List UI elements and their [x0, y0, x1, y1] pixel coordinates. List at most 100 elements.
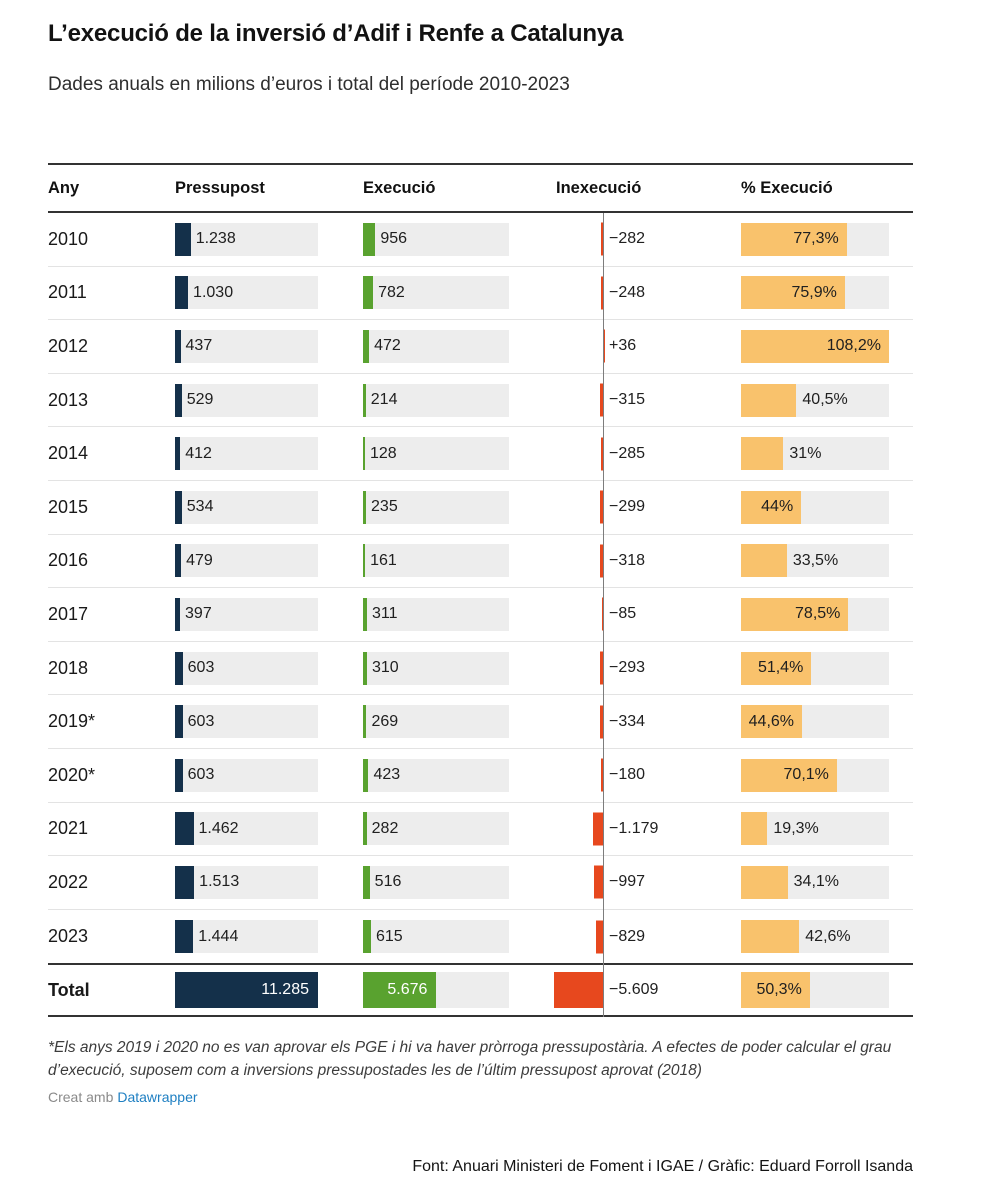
inexecucio-bar [600, 276, 603, 310]
table-body: 2010 1.238 956 −282 77,3% 2011 [48, 213, 913, 1018]
execucio-value: 282 [371, 819, 399, 837]
inexecucio-bar [600, 437, 603, 471]
inexecucio-value: −829 [609, 927, 646, 945]
year-label: 2015 [48, 496, 89, 517]
table-row: 2016 479 161 −318 33,5% [48, 535, 913, 589]
inexecucio-bar [600, 222, 603, 256]
inexecucio-zero-axis [602, 213, 604, 1018]
pct-bar [741, 651, 812, 685]
execucio-bar [363, 490, 367, 524]
pressupost-track: 603 [175, 651, 318, 685]
pressupost-bar [175, 758, 183, 792]
pressupost-value: 1.462 [198, 819, 239, 837]
inexecucio-bar [601, 597, 603, 631]
pct-cell: 78,5% [741, 588, 913, 641]
pressupost-cell: 1.444 [175, 910, 363, 964]
pressupost-bar [175, 490, 182, 524]
year-label: 2021 [48, 818, 89, 839]
table-row: 2010 1.238 956 −282 77,3% [48, 213, 913, 267]
credit-prefix: Creat amb [48, 1089, 114, 1105]
execucio-bar [363, 705, 367, 739]
pressupost-cell: 603 [175, 749, 363, 802]
pct-bar [741, 544, 787, 578]
execucio-cell: 161 [363, 535, 554, 588]
inexecucio-bar [600, 705, 603, 739]
execucio-track: 5.676 [363, 972, 509, 1009]
pressupost-value: 11.285 [261, 981, 309, 999]
pct-bar [741, 758, 837, 792]
header-cell-execucio: Execució [363, 178, 436, 197]
year-label: 2017 [48, 603, 89, 624]
year-cell: 2018 [48, 642, 175, 695]
inexecucio-cell: −997 [554, 856, 741, 909]
pct-track: 19,3% [741, 812, 889, 846]
execucio-bar [363, 920, 371, 954]
pressupost-bar [175, 383, 182, 417]
pct-cell: 51,4% [741, 642, 913, 695]
inexecucio-value: −5.609 [609, 981, 659, 999]
execucio-value: 956 [380, 230, 408, 248]
table-row: 2011 1.030 782 −248 75,9% [48, 267, 913, 321]
pressupost-value: 534 [186, 498, 214, 516]
year-cell: 2012 [48, 320, 175, 373]
execucio-cell: 282 [363, 803, 554, 856]
execucio-cell: 516 [363, 856, 554, 909]
pct-track: 42,6% [741, 920, 889, 954]
execucio-value: 472 [374, 337, 401, 355]
pct-value: 42,6% [805, 927, 851, 945]
pressupost-value: 603 [187, 766, 215, 784]
inexecucio-value: −299 [609, 498, 646, 516]
execucio-cell: 956 [363, 213, 554, 266]
table-row: Total 11.285 5.676 −5.609 50,3% [48, 963, 913, 1018]
pct-value: 31% [789, 444, 822, 462]
table-row: 2013 529 214 −315 40,5% [48, 374, 913, 428]
execucio-bar [363, 222, 376, 256]
year-cell: 2014 [48, 427, 175, 480]
inexecucio-cell: −285 [554, 427, 741, 480]
inexecucio-cell: −282 [554, 213, 741, 266]
execucio-track: 269 [363, 705, 509, 739]
source-attribution: Font: Anuari Ministeri de Foment i IGAE … [412, 1158, 913, 1175]
pct-cell: 75,9% [741, 267, 913, 320]
pressupost-track: 1.444 [175, 920, 318, 954]
pct-value: 70,1% [783, 766, 829, 784]
chart-title: L’execució de la inversió d’Adif i Renfe… [48, 20, 624, 47]
execucio-cell: 423 [363, 749, 554, 802]
year-cell: 2013 [48, 374, 175, 427]
pct-bar [741, 437, 784, 471]
execucio-value: 161 [370, 551, 397, 569]
year-cell: 2020* [48, 749, 175, 802]
pct-value: 19,3% [773, 819, 819, 837]
pressupost-value: 437 [185, 337, 213, 355]
pct-value: 51,4% [757, 659, 804, 677]
execucio-cell: 214 [363, 374, 554, 427]
pct-bar [741, 865, 788, 899]
pressupost-bar [175, 865, 195, 899]
inexecucio-bar [595, 920, 603, 954]
pressupost-cell: 1.238 [175, 213, 363, 266]
pct-bar [741, 705, 802, 739]
execucio-bar [363, 437, 365, 471]
execucio-value: 310 [372, 659, 399, 677]
pressupost-bar [175, 222, 191, 256]
table-row: 2017 397 311 −85 78,5% [48, 588, 913, 642]
pct-cell: 70,1% [741, 749, 913, 802]
header-cell-pct: % Execució [741, 178, 833, 197]
pct-bar [741, 383, 797, 417]
execucio-value: 516 [374, 873, 402, 891]
inexecucio-bar [600, 490, 603, 524]
execucio-value: 423 [373, 766, 401, 784]
pct-value: 33,5% [792, 551, 839, 569]
pct-bar [741, 920, 800, 954]
pressupost-bar [175, 329, 181, 363]
pressupost-track: 1.238 [175, 222, 318, 256]
inexecucio-cell: −85 [554, 588, 741, 641]
datawrapper-link[interactable]: Datawrapper [117, 1089, 198, 1105]
footnote: *Els anys 2019 i 2020 no es van aprovar … [48, 1039, 892, 1080]
year-cell: 2016 [48, 535, 175, 588]
inexecucio-value: −180 [609, 766, 646, 784]
pct-value: 44,6% [748, 712, 795, 730]
table-row: 2014 412 128 −285 31% [48, 427, 913, 481]
execucio-value: 214 [370, 391, 398, 409]
pct-cell: 33,5% [741, 535, 913, 588]
